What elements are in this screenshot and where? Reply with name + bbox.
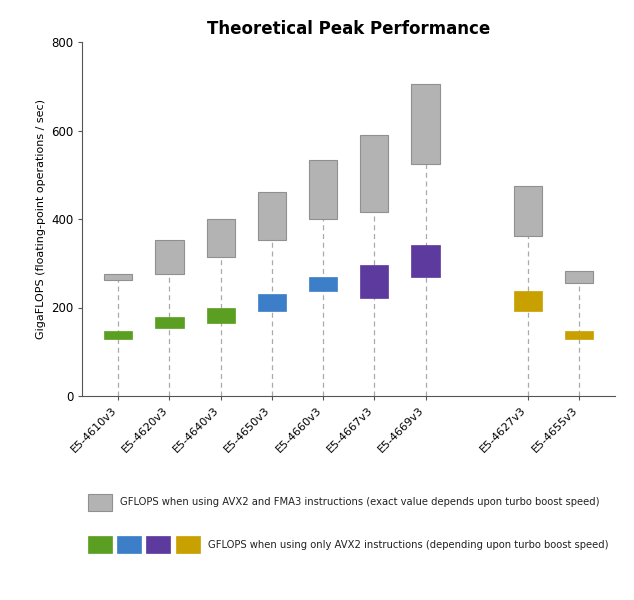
Bar [176, 536, 200, 553]
Bar [87, 494, 112, 511]
Bar [565, 271, 593, 283]
Bar [117, 536, 141, 553]
Bar [258, 192, 286, 240]
Y-axis label: GigaFLOPS (floating-point operations / sec): GigaFLOPS (floating-point operations / s… [36, 99, 46, 339]
Text: GFLOPS when using only AVX2 instructions (depending upon turbo boost speed): GFLOPS when using only AVX2 instructions… [207, 539, 608, 550]
Text: GFLOPS when using AVX2 and FMA3 instructions (exact value depends upon turbo boo: GFLOPS when using AVX2 and FMA3 instruct… [120, 497, 599, 507]
Bar [207, 307, 235, 323]
Bar [87, 536, 112, 553]
Bar [411, 85, 439, 164]
Bar [360, 265, 389, 298]
Bar [258, 294, 286, 311]
Bar [411, 245, 439, 277]
Bar [104, 274, 133, 280]
Bar [514, 186, 542, 236]
Bar [309, 277, 337, 291]
Bar [146, 536, 171, 553]
Bar [155, 317, 184, 328]
Bar [104, 331, 133, 340]
Bar [207, 219, 235, 257]
Bar [565, 331, 593, 340]
Bar [155, 240, 184, 274]
Title: Theoretical Peak Performance: Theoretical Peak Performance [207, 20, 490, 38]
Bar [514, 291, 542, 311]
Bar [360, 136, 389, 212]
Bar [309, 160, 337, 219]
